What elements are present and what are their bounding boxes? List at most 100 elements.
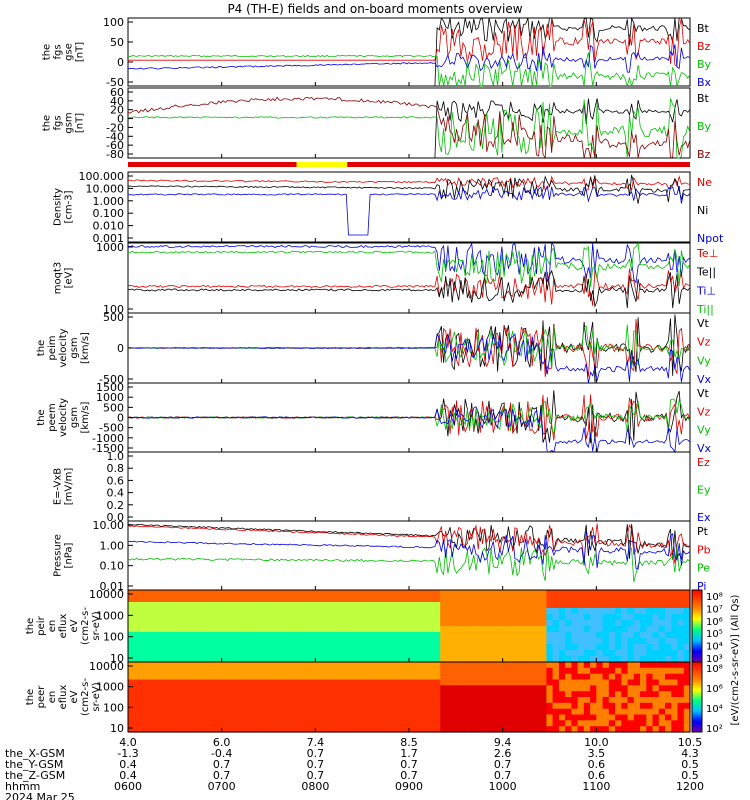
heatmap-cell: [296, 602, 304, 609]
x-row-value: 0.7: [213, 769, 231, 782]
heatmap-cell: [533, 644, 541, 651]
heatmap-cell: [265, 626, 273, 633]
heatmap-cell: [359, 638, 366, 645]
heatmap-cell: [321, 662, 329, 669]
heatmap-cell: [227, 708, 235, 716]
y-axis-label: the: [42, 44, 53, 60]
heatmap-cell: [284, 662, 291, 669]
series-line: [127, 175, 691, 192]
heatmap-cell: [402, 608, 410, 615]
heatmap-cell: [284, 667, 291, 675]
heatmap-cell: [296, 708, 304, 716]
heatmap-cell: [671, 714, 679, 721]
heatmap-cell: [633, 638, 641, 645]
heatmap-cell: [315, 714, 323, 721]
heatmap-cell: [571, 714, 579, 721]
series-line: [127, 96, 691, 160]
heatmap-cell: [452, 726, 460, 733]
heatmap-cell: [146, 702, 154, 710]
heatmap-cell: [390, 720, 398, 727]
heatmap-cell: [646, 620, 654, 627]
heatmap-cell: [459, 596, 466, 603]
heatmap-cell: [552, 673, 560, 681]
panel-frame: [127, 451, 691, 522]
heatmap-cell: [683, 626, 691, 633]
heatmap-cell: [446, 614, 454, 621]
heatmap-cell: [190, 608, 198, 615]
heatmap-cell: [284, 708, 291, 716]
heatmap-cell: [146, 650, 154, 657]
heatmap-cell: [196, 685, 204, 692]
heatmap-cell: [390, 590, 398, 597]
heatmap-cell: [140, 708, 148, 716]
heatmap-cell: [427, 596, 435, 603]
heatmap-cell: [259, 726, 266, 733]
heatmap-cell: [296, 714, 304, 721]
heatmap-cell: [427, 650, 435, 657]
heatmap-cell: [165, 662, 173, 669]
heatmap-cell: [215, 638, 223, 645]
heatmap-cell: [234, 667, 241, 675]
heatmap-cell: [615, 702, 622, 710]
heatmap-cell: [577, 708, 585, 716]
series-line: [127, 531, 691, 570]
heatmap-cell: [271, 685, 279, 692]
heatmap-cell: [221, 662, 229, 669]
heatmap-cell: [296, 667, 304, 675]
heatmap-cell: [390, 632, 398, 639]
heatmap-cell: [515, 656, 522, 663]
heatmap-cell: [340, 714, 348, 721]
y-tick-label: 0.001: [93, 232, 125, 245]
heatmap-cell: [415, 662, 422, 669]
heatmap-cell: [652, 638, 660, 645]
heatmap-cell: [196, 667, 204, 675]
series-line: [127, 324, 691, 369]
heatmap-cell: [633, 667, 641, 675]
heatmap-cell: [365, 632, 373, 639]
heatmap-cell: [477, 596, 485, 603]
heatmap-cell: [546, 596, 554, 603]
heatmap-cell: [521, 632, 529, 639]
heatmap-cell: [302, 644, 310, 651]
series-line: [127, 174, 691, 204]
heatmap-cell: [583, 679, 591, 686]
heatmap-cell: [371, 614, 379, 621]
y-axis-label: [nT]: [75, 113, 86, 133]
heatmap-cell: [290, 708, 298, 716]
y-tick-label: 40: [110, 95, 124, 108]
legend-entry: Pb: [697, 543, 711, 556]
heatmap-cell: [165, 620, 173, 627]
colorbar-tick-label: 10⁶: [706, 684, 723, 695]
heatmap-cell: [346, 626, 354, 633]
heatmap-cell: [290, 632, 298, 639]
heatmap-cell: [327, 685, 335, 692]
heatmap-cell: [665, 697, 672, 704]
heatmap-cell: [159, 608, 166, 615]
heatmap-cell: [252, 638, 260, 645]
heatmap-cell: [296, 632, 304, 639]
heatmap-cell: [234, 714, 241, 721]
heatmap-cell: [465, 620, 472, 627]
heatmap-cell: [321, 714, 329, 721]
heatmap-cell: [621, 697, 629, 704]
heatmap-cell: [259, 590, 266, 597]
heatmap-cell: [471, 702, 479, 710]
heatmap-cell: [302, 697, 310, 704]
heatmap-cell: [327, 697, 335, 704]
heatmap-cell: [359, 602, 366, 609]
heatmap-cell: [540, 685, 547, 692]
heatmap-cell: [615, 638, 622, 645]
heatmap-cell: [596, 620, 604, 627]
heatmap-cell: [683, 726, 691, 733]
heatmap-cell: [365, 720, 373, 727]
y-tick-label: 100: [103, 16, 124, 29]
heatmap-cell: [171, 614, 179, 621]
heatmap-cell: [658, 702, 666, 710]
heatmap-cell: [377, 673, 385, 681]
heatmap-cell: [615, 626, 622, 633]
heatmap-cell: [633, 620, 641, 627]
heatmap-cell: [583, 667, 591, 675]
heatmap-cell: [284, 638, 291, 645]
heatmap-cell: [483, 626, 491, 633]
heatmap-cell: [259, 596, 266, 603]
